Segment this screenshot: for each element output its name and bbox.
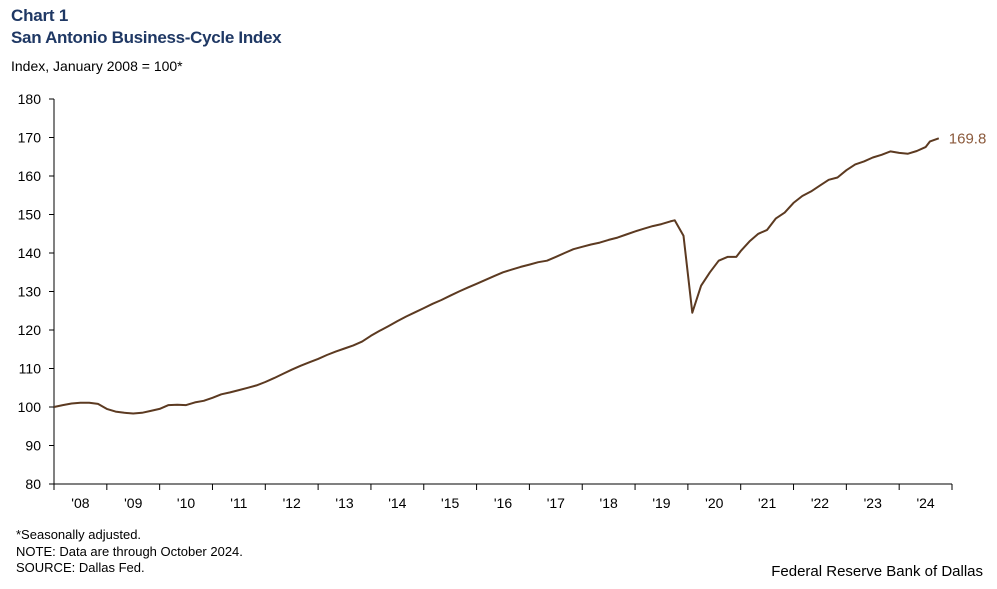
footnote-source: SOURCE: Dallas Fed. bbox=[16, 560, 145, 575]
y-tick-label: 100 bbox=[18, 399, 42, 415]
index-line bbox=[53, 137, 940, 415]
y-tick-label: 180 bbox=[18, 91, 42, 107]
x-tick-label: '12 bbox=[283, 495, 301, 511]
y-tick-label: 160 bbox=[18, 168, 42, 184]
x-tick-label: '17 bbox=[547, 495, 565, 511]
y-tick-label: 80 bbox=[25, 476, 41, 492]
x-tick-label: '13 bbox=[335, 495, 353, 511]
x-tick-label: '16 bbox=[494, 495, 512, 511]
x-tick-label: '09 bbox=[124, 495, 142, 511]
footnote-note: NOTE: Data are through October 2024. bbox=[16, 544, 243, 559]
x-tick-label: '19 bbox=[652, 495, 670, 511]
y-axis-unit-label: Index, January 2008 = 100* bbox=[11, 58, 183, 74]
x-tick-label: '23 bbox=[864, 495, 882, 511]
footnote-seasonal: *Seasonally adjusted. bbox=[16, 527, 142, 542]
y-tick-label: 130 bbox=[18, 284, 42, 300]
x-tick-label: '22 bbox=[811, 495, 829, 511]
y-tick-label: 90 bbox=[25, 438, 41, 454]
chart-number: Chart 1 bbox=[11, 6, 69, 25]
y-tick-label: 170 bbox=[18, 130, 42, 146]
x-tick-label: '10 bbox=[177, 495, 195, 511]
x-tick-label: '20 bbox=[705, 495, 723, 511]
y-tick-label: 120 bbox=[18, 322, 42, 338]
publisher-credit: Federal Reserve Bank of Dallas bbox=[771, 563, 983, 580]
y-tick-label: 110 bbox=[19, 361, 42, 377]
x-tick-label: '15 bbox=[441, 495, 459, 511]
x-tick-label: '24 bbox=[916, 495, 934, 511]
x-tick-label: '08 bbox=[71, 495, 89, 511]
y-tick-label: 140 bbox=[18, 245, 42, 261]
x-tick-label: '18 bbox=[600, 495, 618, 511]
chart-title: San Antonio Business-Cycle Index bbox=[11, 28, 282, 47]
x-tick-label: '21 bbox=[758, 495, 776, 511]
x-tick-label: '14 bbox=[388, 495, 406, 511]
x-tick-label: '11 bbox=[230, 495, 247, 511]
end-value-label: 169.8 bbox=[949, 130, 987, 147]
y-tick-label: 150 bbox=[18, 207, 42, 223]
